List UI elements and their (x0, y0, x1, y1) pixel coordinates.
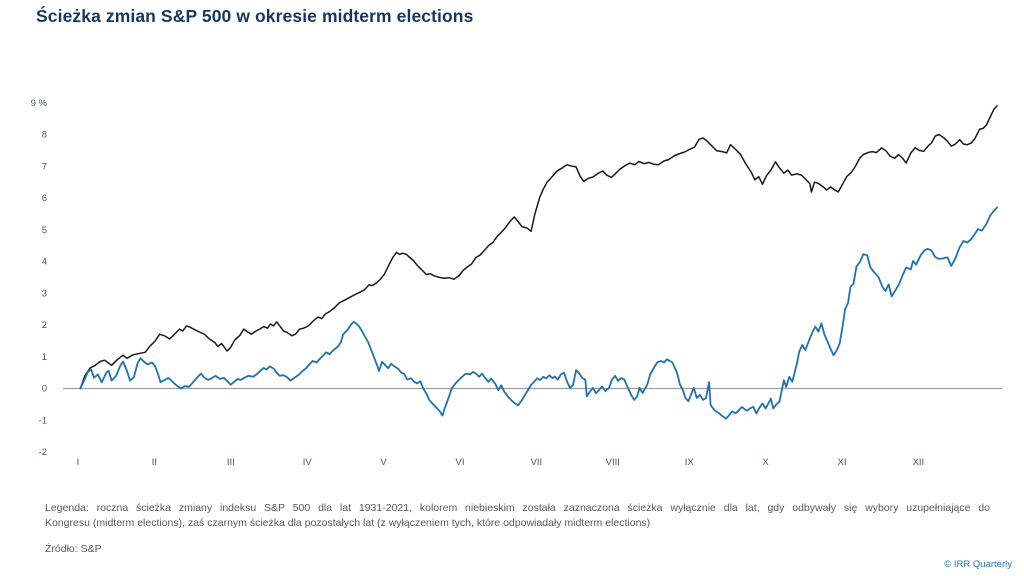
y-tick-label: 9 % (31, 98, 48, 109)
y-tick-label: 4 (42, 257, 47, 268)
x-tick-label-month-V: V (380, 457, 387, 468)
x-axis-month-labels: I II III IV V VI VII VIII IX X XI XII (77, 457, 925, 468)
midterm-years-line (79, 206, 998, 420)
y-axis-tick-labels: 9 % 8 7 6 5 4 3 2 1 0 -1 -2 (31, 98, 48, 458)
y-tick-label: 8 (42, 130, 47, 141)
y-tick-label: 3 (42, 288, 47, 299)
y-tick-label: 6 (42, 193, 47, 204)
y-tick-label: -2 (39, 447, 47, 458)
copyright-label: © IRR Quarterly (944, 559, 1012, 570)
x-tick-label-month-XII: XII (913, 457, 925, 468)
page-title: Ścieżka zmian S&P 500 w okresie midterm … (36, 6, 474, 26)
x-tick-label-month-I: I (77, 457, 80, 468)
y-tick-label: 2 (42, 320, 47, 331)
x-tick-label-month-X: X (762, 457, 769, 468)
x-tick-label-month-XI: XI (838, 457, 847, 468)
legend-text: Legenda: roczna ścieżka zmiany indeksu S… (45, 501, 990, 531)
y-tick-label: 7 (42, 161, 47, 172)
y-tick-label: 1 (42, 352, 47, 363)
source-text: Źródło: S&P (45, 543, 102, 555)
x-tick-label-month-IX: IX (685, 457, 695, 468)
chart-series-lines (79, 105, 998, 420)
x-tick-label-month-VII: VII (531, 457, 543, 468)
y-tick-label: -1 (39, 415, 47, 426)
legend-line-2: Kongresu (midterm elections), zaś czarny… (45, 517, 651, 529)
y-tick-label: 5 (42, 225, 47, 236)
x-tick-label-month-VIII: VIII (606, 457, 620, 468)
non-midterm-years-line (79, 105, 998, 390)
x-tick-label-month-III: III (227, 457, 235, 468)
x-tick-label-month-II: II (152, 457, 157, 468)
legend-line-1: Legenda: roczna ścieżka zmiany indeksu S… (45, 502, 990, 514)
x-tick-label-month-VI: VI (456, 457, 465, 468)
y-tick-label: 0 (42, 384, 47, 395)
x-tick-label-month-IV: IV (303, 457, 313, 468)
